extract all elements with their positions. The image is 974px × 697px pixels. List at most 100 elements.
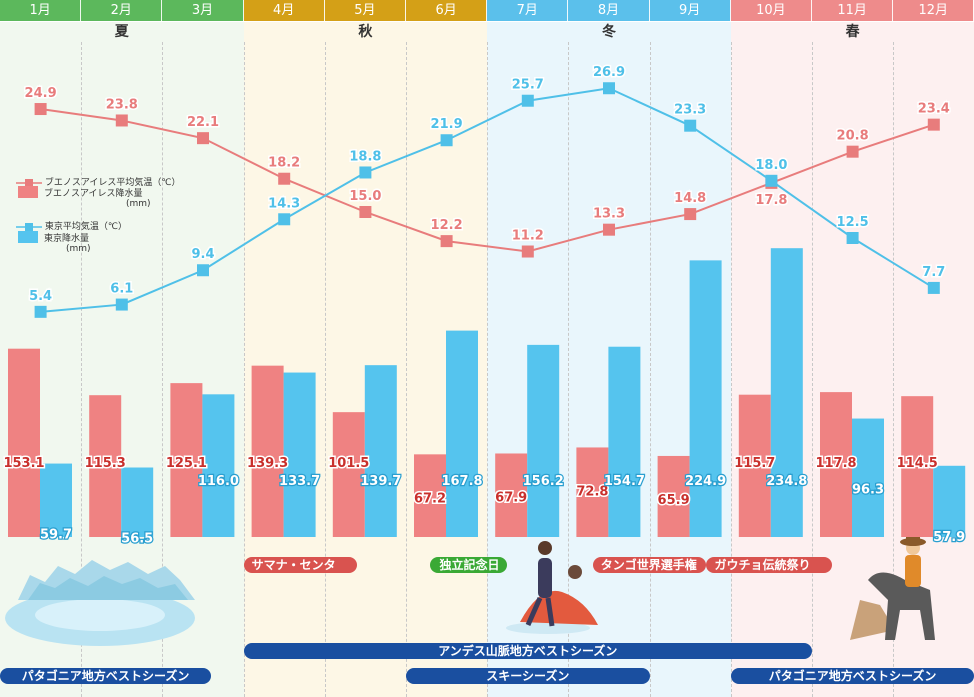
month-divider [406, 42, 407, 697]
ba-precip-label: 67.2 [414, 491, 446, 506]
tokyo-precip-bar [202, 394, 235, 537]
precip-bars [8, 248, 966, 538]
ba-temp-line [40, 108, 935, 253]
tokyo-precip-bar [446, 330, 478, 537]
event-bar: アンデス山脈地方ベストシーズン [243, 643, 812, 659]
tokyo-precip-bar [608, 346, 641, 537]
ba-precip-bar [657, 455, 690, 537]
ba-precip-label: 115.3 [85, 456, 126, 471]
tokyo-temp-point [197, 264, 209, 277]
ba-temp-point [278, 172, 291, 185]
legend-ba-temp-label: ブエノスアイレス平均気温（℃） [44, 178, 181, 188]
ba-temp-label: 23.8 [106, 97, 138, 112]
tokyo-temp-label: 7.7 [922, 265, 945, 280]
ba-temp-point [927, 118, 940, 131]
ba-temp-point [359, 206, 372, 218]
season-label: 冬 [487, 22, 731, 42]
tokyo-precip-bar [283, 372, 316, 537]
legend-tokyo-precip: 東京降水量 (mm) [18, 231, 91, 254]
month-cell: 10月 [730, 0, 812, 21]
month-divider [162, 42, 164, 697]
ba-precip-bar [414, 454, 446, 537]
tokyo-temp-point [359, 166, 372, 179]
tokyo-temp-label: 23.3 [674, 103, 706, 118]
legend-tokyo-temp-marker [16, 222, 42, 231]
ba-precip-label: 117.8 [815, 456, 856, 471]
legend-tokyo-precip-unit: (mm) [66, 244, 91, 254]
month-cell: 4月 [243, 0, 325, 21]
ba-precip-bar [820, 392, 852, 537]
ba-temp-point [603, 223, 615, 236]
legend-ba-precip-label: ブエノスアイレス降水量 [44, 189, 143, 199]
tokyo-precip-label: 234.8 [766, 474, 807, 489]
month-cell: 2月 [81, 0, 163, 21]
month-cell: 9月 [649, 0, 731, 21]
event-bar: スキーシーズン [406, 668, 650, 684]
ba-temp-label: 13.3 [593, 207, 625, 222]
legend-ba-temp-marker [16, 178, 42, 187]
tokyo-temp-label: 9.4 [191, 247, 214, 262]
event-bar: ガウチョ伝統祭り [706, 557, 833, 573]
tokyo-precip-label: 154.7 [604, 474, 645, 489]
ba-precip-bar [8, 348, 40, 537]
month-divider [243, 42, 245, 697]
ba-temp-point [440, 235, 453, 248]
ba-temp-point [34, 103, 47, 116]
ba-precip-bar [89, 395, 122, 537]
tokyo-precip-bar [852, 418, 884, 537]
tokyo-precip-bar [933, 465, 966, 537]
month-divider [649, 42, 651, 697]
tokyo-temp-label: 6.1 [110, 282, 133, 297]
tokyo-temp-label: 14.3 [268, 196, 300, 211]
tokyo-precip-label: 167.8 [441, 474, 482, 489]
month-cell: 1月 [0, 0, 82, 21]
month-divider [812, 42, 813, 697]
ba-precip-label: 114.5 [897, 456, 938, 471]
legend-ba-precip-unit: (mm) [126, 199, 151, 209]
tokyo-precip-bar [527, 344, 560, 537]
tokyo-temp-label: 18.0 [755, 158, 787, 173]
ba-precip-bar [495, 453, 528, 537]
tokyo-temp-point [440, 134, 453, 147]
glacier-illustration [5, 560, 195, 646]
season-label: 秋 [243, 22, 488, 42]
tokyo-precip-label: 133.7 [279, 474, 320, 489]
month-cell: 7月 [487, 0, 569, 21]
month-divider [568, 42, 570, 697]
legend-tokyo-precip-swatch [18, 231, 38, 243]
tokyo-precip-label: 56.5 [121, 532, 153, 547]
month-cell: 12月 [893, 0, 974, 21]
tokyo-temp-point [603, 82, 615, 95]
ba-precip-label: 115.7 [734, 456, 775, 471]
ba-temp-label: 14.8 [674, 191, 706, 206]
tokyo-temp-point [927, 281, 940, 294]
season-label: 夏 [0, 22, 244, 42]
ba-temp-label: 18.2 [268, 156, 300, 171]
tokyo-temp-point [115, 298, 128, 311]
ba-temp-point [684, 208, 697, 221]
tokyo-precip-label: 224.9 [685, 474, 726, 489]
legend-ba-precip: ブエノスアイレス降水量 (mm) [18, 186, 151, 209]
ba-temp-label: 24.9 [25, 86, 57, 101]
ba-temp-label: 23.4 [918, 102, 950, 117]
month-divider [487, 42, 489, 697]
dancers-illustration [506, 541, 598, 634]
month-cell: 5月 [324, 0, 406, 21]
ba-temp-label: 17.8 [755, 193, 787, 208]
month-divider [81, 42, 83, 697]
tokyo-precip-label: 139.7 [360, 474, 401, 489]
tokyo-precip-bar [40, 463, 72, 537]
ba-temp-label: 12.2 [431, 218, 463, 233]
tokyo-temp-line [40, 87, 935, 313]
tokyo-precip-bar [689, 260, 722, 537]
ba-temp-point [115, 114, 128, 127]
ba-temp-label: 15.0 [349, 189, 381, 204]
tokyo-temp-point [846, 232, 859, 244]
tokyo-precip-bar [364, 365, 397, 537]
ba-precip-label: 139.3 [247, 456, 288, 471]
ba-precip-bar [332, 412, 365, 537]
ba-precip-label: 67.9 [495, 490, 527, 505]
tokyo-temp-label: 26.9 [593, 65, 625, 80]
tokyo-temp-point [521, 94, 534, 107]
legend-tokyo-temp-label: 東京平均気温（℃） [44, 222, 127, 232]
